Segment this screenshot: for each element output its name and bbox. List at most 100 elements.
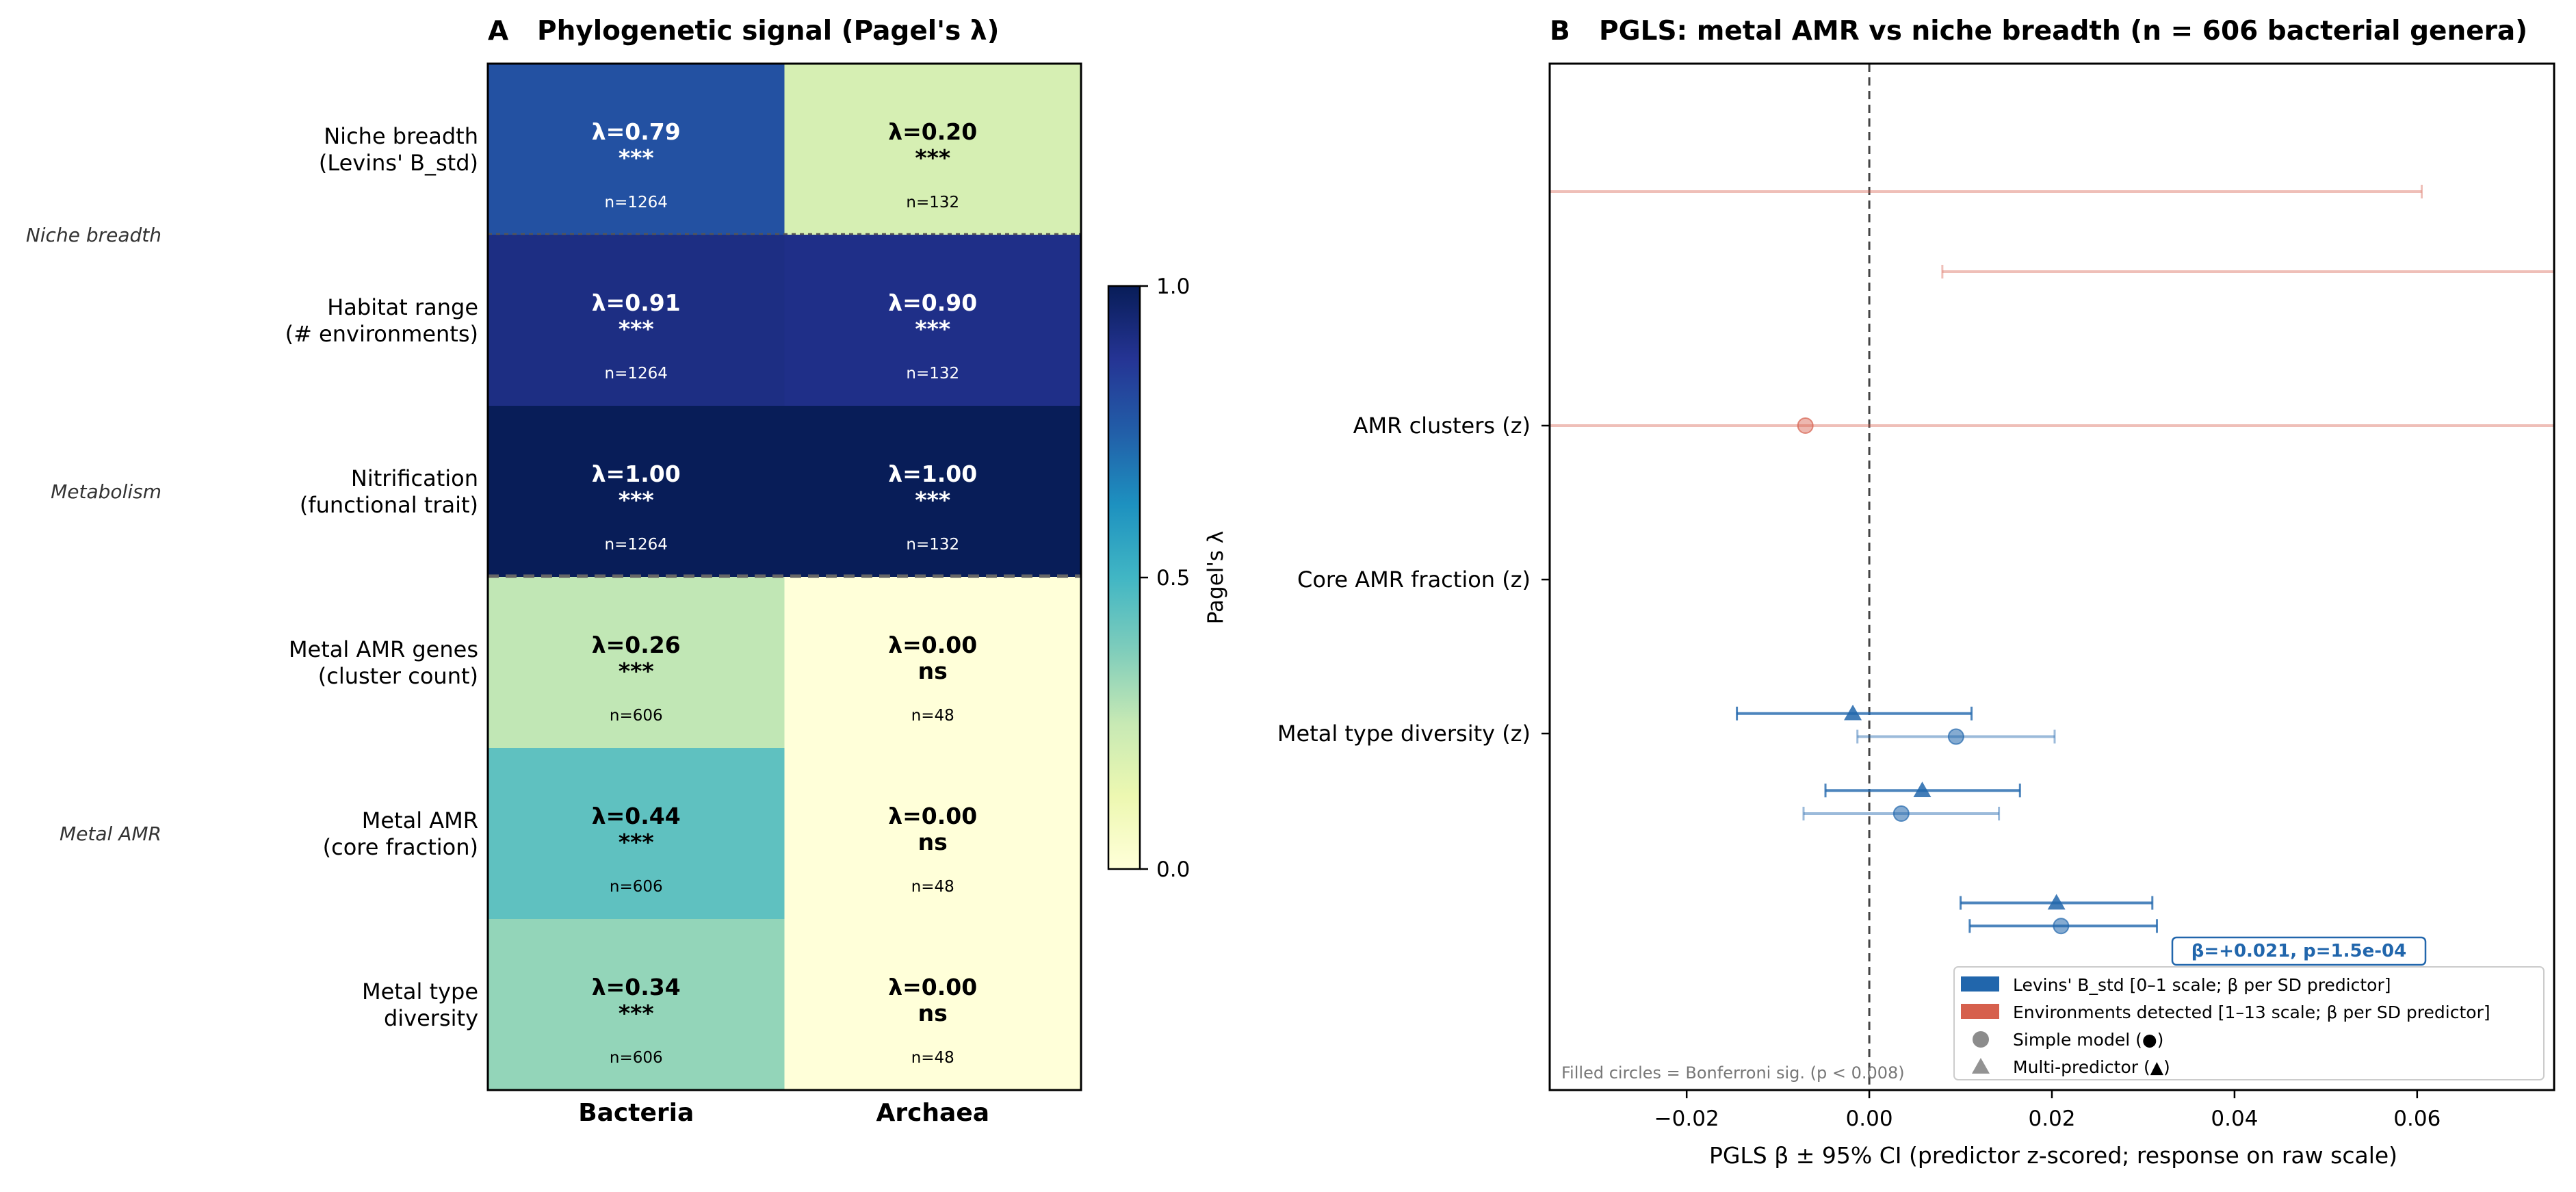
point-multi-predictor xyxy=(1913,781,1931,797)
panel-a: A Phylogenetic signal (Pagel's λ) λ=0.79… xyxy=(26,16,1228,1127)
cell-significance-label: *** xyxy=(619,144,654,171)
panel-b-letter: B xyxy=(1550,16,1570,47)
beta-annotation-box xyxy=(2171,936,2427,966)
row-label-line1: Niche breadth xyxy=(324,123,478,149)
point-multi-predictor xyxy=(2047,894,2066,910)
group-label: Metal AMR xyxy=(60,822,161,845)
x-tick-label: 0.02 xyxy=(2028,1106,2075,1131)
legend-patch xyxy=(1961,976,1999,992)
cell-significance-label: *** xyxy=(619,1000,654,1026)
row-label-line1: Metal AMR xyxy=(362,807,478,833)
x-tick-label: −0.02 xyxy=(1654,1106,1719,1131)
heatmap-cell xyxy=(488,235,785,406)
panel-a-title: Phylogenetic signal (Pagel's λ) xyxy=(537,16,999,47)
cell-n-label: n=48 xyxy=(911,1049,954,1067)
heatmap-cell-labels: λ=0.79***n=1264λ=0.20***n=132λ=0.91***n=… xyxy=(592,118,977,1067)
forest-x-axis-label: PGLS β ± 95% CI (predictor z-scored; res… xyxy=(1709,1142,2397,1169)
row-label-line2: (cluster count) xyxy=(318,663,478,689)
y-tick-label: Metal type diversity (z) xyxy=(1277,721,1531,747)
cell-significance-label: ns xyxy=(918,829,948,855)
group-label: Metabolism xyxy=(51,480,161,503)
cell-n-label: n=606 xyxy=(610,878,663,896)
heatmap-frame xyxy=(486,62,1082,1091)
colorbar-tick-label: 0.5 xyxy=(1156,566,1190,591)
cell-lambda-label: λ=0.34 xyxy=(592,974,681,1000)
heatmap-cell xyxy=(784,748,1081,919)
heatmap-cell xyxy=(784,577,1081,748)
column-label: Bacteria xyxy=(578,1099,694,1127)
y-tick-label: AMR clusters (z) xyxy=(1353,413,1531,439)
point-simple-model xyxy=(1797,417,1814,434)
beta-annotation-text: β=+0.021, p=1.5e-04 xyxy=(2191,941,2406,961)
row-label-line1: Habitat range xyxy=(327,294,478,320)
legend-label: Levins' B_std [0–1 scale; β per SD predi… xyxy=(2013,975,2391,995)
heatmap-cell xyxy=(488,748,785,919)
cell-n-label: n=132 xyxy=(906,536,959,554)
colorbar-gradient xyxy=(1107,285,1141,870)
cell-significance-label: *** xyxy=(915,144,950,171)
cell-lambda-label: λ=0.00 xyxy=(888,632,977,658)
beta-annotation: β=+0.021, p=1.5e-04 xyxy=(2171,936,2427,966)
heatmap-cell xyxy=(488,577,785,748)
heatmap-row-labels: Niche breadth(Levins' B_std) Habitat rang… xyxy=(285,123,478,1031)
cell-n-label: n=1264 xyxy=(605,536,668,554)
heatmap-cell xyxy=(784,919,1081,1090)
colorbar-tick-label: 0.0 xyxy=(1156,857,1190,882)
cell-lambda-label: λ=0.26 xyxy=(592,632,681,658)
heatmap-cell xyxy=(488,919,785,1090)
colorbar-ticks: 0.0 0.5 1.0 xyxy=(1140,274,1190,882)
heatmap-cell xyxy=(784,235,1081,406)
cell-n-label: n=1264 xyxy=(605,194,668,211)
colorbar-label: Pagel's λ xyxy=(1204,531,1228,625)
legend-label: Multi-predictor (▲) xyxy=(2013,1057,2170,1077)
point-simple-model xyxy=(1892,805,1910,822)
cell-n-label: n=132 xyxy=(906,194,959,211)
row-label-line2: (functional trait) xyxy=(300,492,478,518)
cell-significance-label: *** xyxy=(619,487,654,513)
panel-b-title: PGLS: metal AMR vs niche breadth (n = 60… xyxy=(1599,16,2527,47)
legend-label: Environments detected [1–13 scale; β per… xyxy=(2013,1002,2490,1022)
cell-significance-label: *** xyxy=(619,829,654,855)
heatmap-column-labels: Bacteria Archaea xyxy=(578,1099,989,1127)
legend-circle-marker xyxy=(1973,1031,1989,1048)
cell-n-label: n=606 xyxy=(610,707,663,725)
row-label-line2: diversity xyxy=(384,1005,478,1031)
row-label-line2: (core fraction) xyxy=(323,834,478,860)
forest-legend: Levins' B_std [0–1 scale; β per SD predi… xyxy=(1953,966,2545,1080)
cell-lambda-label: λ=0.20 xyxy=(888,118,977,145)
row-label-line2: (Levins' B_std) xyxy=(319,150,478,176)
cell-n-label: n=48 xyxy=(911,707,954,725)
cell-n-label: n=48 xyxy=(911,878,954,896)
row-label-line1: Metal AMR genes xyxy=(289,636,478,662)
row-label-line1: Metal type xyxy=(362,979,478,1005)
heatmap-cell xyxy=(784,64,1081,235)
forest-plot xyxy=(1550,64,2554,1090)
legend-frame xyxy=(1953,966,2545,1080)
row-label-line1: Nitrification xyxy=(351,465,478,491)
cell-significance-label: *** xyxy=(619,658,654,684)
cell-lambda-label: λ=0.79 xyxy=(592,118,681,145)
forest-footnote: Filled circles = Bonferroni sig. (p < 0.… xyxy=(1561,1063,1905,1083)
forest-y-tick-labels: AMR clusters (z) Core AMR fraction (z) Met… xyxy=(1277,413,1550,747)
legend-patch xyxy=(1961,1004,1999,1019)
legend-triangle-marker xyxy=(1972,1058,1990,1074)
cell-lambda-label: λ=0.00 xyxy=(888,803,977,829)
x-tick-label: 0.06 xyxy=(2393,1106,2441,1131)
colorbar: 0.0 0.5 1.0 Pagel's λ xyxy=(1107,274,1228,882)
forest-x-ticks: −0.02 0.00 0.02 0.04 0.06 xyxy=(1654,1090,2441,1131)
cell-lambda-label: λ=0.00 xyxy=(888,974,977,1000)
x-tick-label: 0.04 xyxy=(2211,1106,2258,1131)
panel-b: B PGLS: metal AMR vs niche breadth (n = … xyxy=(1277,16,2555,1169)
panel-a-letter: A xyxy=(488,16,508,47)
cell-lambda-label: λ=0.44 xyxy=(592,803,681,829)
cell-significance-label: ns xyxy=(918,658,948,684)
column-label: Archaea xyxy=(876,1099,989,1127)
cell-n-label: n=132 xyxy=(906,365,959,383)
point-multi-predictor xyxy=(1844,704,1862,721)
cell-lambda-label: λ=1.00 xyxy=(888,461,977,487)
heatmap-cells xyxy=(488,64,1081,1090)
heatmap-group-labels: Niche breadth Metabolism Metal AMR xyxy=(26,224,161,845)
heatmap-cell xyxy=(488,64,785,235)
point-simple-model xyxy=(1947,728,1964,745)
